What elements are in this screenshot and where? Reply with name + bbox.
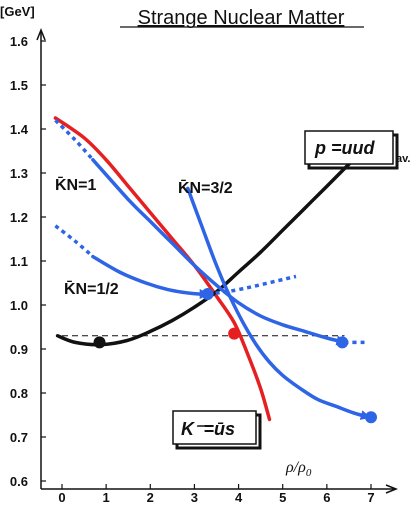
y-tick-label: 1.5	[10, 78, 28, 93]
x-tick-label: 6	[323, 490, 330, 505]
label-kbar-n-3-2: K̄N=3/2	[178, 178, 233, 197]
chart-title: Strange Nuclear Matter	[138, 7, 345, 29]
series-2-dotted-start	[54, 118, 95, 161]
y-unit-label: [GeV]	[0, 4, 35, 19]
proton-label: p =uud	[314, 138, 375, 158]
x-tick-label: 5	[279, 490, 286, 505]
series-0-line	[53, 116, 272, 422]
series-0-marker	[228, 327, 241, 340]
y-tick-label: 1.6	[10, 34, 28, 49]
y-tick-label: 1.4	[10, 122, 29, 137]
y-axis-arrow	[36, 27, 46, 41]
x-tick-label: 1	[103, 490, 110, 505]
x-axis-label: ρ/ρ0	[285, 459, 312, 479]
series-3-line	[186, 186, 371, 420]
series-4-dotted-start	[54, 224, 95, 258]
kaon-label: K⁻=ūs	[181, 419, 235, 439]
y-tick-label: 1.2	[10, 210, 28, 225]
series-2-marker	[336, 336, 349, 349]
kaon-label-box: K⁻=ūs	[172, 410, 262, 450]
y-tick-label: 1.0	[10, 298, 28, 313]
label-kbar-n-1-2: K̄N=1/2	[64, 279, 119, 298]
y-tick-label: 1.3	[10, 166, 28, 181]
series-1-marker	[93, 336, 106, 349]
proton-label-box: p =uud av.	[304, 130, 410, 170]
x-tick-label: 4	[235, 490, 243, 505]
x-axis-arrow	[385, 484, 399, 494]
y-tick-label: 1.1	[10, 254, 28, 269]
x-tick-label: 2	[147, 490, 154, 505]
series-4-line	[91, 254, 210, 300]
series-3-marker	[365, 411, 377, 424]
x-tick-label: 3	[191, 490, 198, 505]
x-tick-label: 7	[367, 490, 374, 505]
marker-layer	[93, 288, 377, 424]
y-tick-label: 0.6	[10, 474, 28, 489]
axes: 0.6 0.7 0.8 0.9 1.0 1.1 1.2 1.3 1.4 1.5 1.6 0 1 2 3 4 5 6…	[10, 27, 399, 505]
proton-label-sub: av.	[396, 153, 410, 165]
series-4-marker	[201, 288, 214, 300]
y-tick-label: 0.9	[10, 342, 28, 357]
label-kbar-n-1: K̄N=1	[55, 175, 96, 194]
x-tick-label: 0	[58, 490, 65, 505]
y-tick-label: 0.8	[10, 386, 28, 401]
y-tick-label: 0.7	[10, 430, 28, 445]
